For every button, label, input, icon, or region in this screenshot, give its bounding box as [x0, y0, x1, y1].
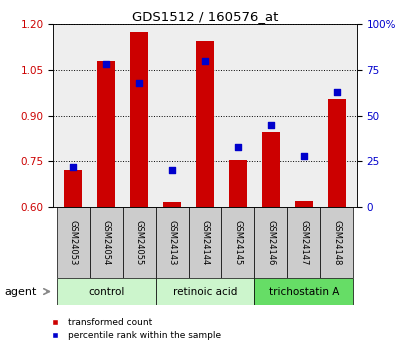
Text: GSM24055: GSM24055	[134, 220, 143, 265]
Bar	[320, 207, 353, 278]
Point	[135, 80, 142, 86]
Bar	[228, 160, 247, 207]
Bar	[287, 207, 320, 278]
Point	[234, 144, 240, 149]
Bar	[89, 207, 122, 278]
Text: agent: agent	[4, 287, 36, 296]
Text: control: control	[88, 287, 124, 296]
Text: GSM24143: GSM24143	[167, 220, 176, 265]
Bar	[122, 207, 155, 278]
Bar	[64, 170, 82, 207]
Bar	[261, 132, 279, 207]
Point	[103, 62, 109, 67]
Point	[300, 153, 306, 159]
Text: GSM24148: GSM24148	[332, 220, 341, 265]
Bar	[196, 41, 213, 207]
Point	[70, 164, 76, 169]
Bar	[254, 278, 353, 305]
Bar	[162, 203, 181, 207]
Text: GSM24054: GSM24054	[101, 220, 110, 265]
Point	[333, 89, 339, 95]
Text: GSM24147: GSM24147	[299, 220, 308, 265]
Bar	[254, 207, 287, 278]
Bar	[188, 207, 221, 278]
Bar	[56, 207, 89, 278]
Text: GSM24146: GSM24146	[266, 220, 275, 265]
Bar	[294, 201, 312, 207]
Bar	[97, 61, 115, 207]
Point	[201, 58, 208, 63]
Bar	[155, 207, 188, 278]
Text: GSM24145: GSM24145	[233, 220, 242, 265]
Text: GSM24144: GSM24144	[200, 220, 209, 265]
Legend: transformed count, percentile rank within the sample: transformed count, percentile rank withi…	[45, 318, 221, 341]
Point	[267, 122, 274, 127]
Point	[169, 168, 175, 173]
Text: retinoic acid: retinoic acid	[172, 287, 237, 296]
Bar	[56, 278, 155, 305]
Bar	[221, 207, 254, 278]
Bar	[130, 32, 148, 207]
Title: GDS1512 / 160576_at: GDS1512 / 160576_at	[131, 10, 278, 23]
Bar	[327, 99, 345, 207]
Bar	[155, 278, 254, 305]
Text: trichostatin A: trichostatin A	[268, 287, 338, 296]
Text: GSM24053: GSM24053	[68, 220, 77, 265]
